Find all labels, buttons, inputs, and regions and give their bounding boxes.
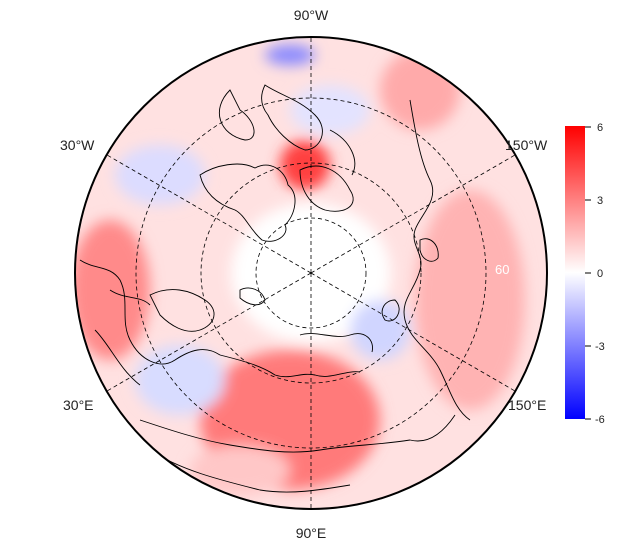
- anomaly-field: [75, 37, 547, 509]
- colorbar-tick-3: 3: [597, 195, 603, 207]
- lon-label-90w: 90°W: [294, 7, 329, 23]
- colorbar-gradient: [565, 126, 585, 419]
- lon-label-150e: 150°E: [508, 397, 546, 413]
- colorbar-tick-neg6: -6: [595, 414, 605, 426]
- colorbar-tick-6: 6: [597, 122, 603, 134]
- lon-label-90e: 90°E: [296, 525, 327, 541]
- colorbar-tick-neg3: -3: [595, 341, 605, 353]
- latitude-label-60: 60: [495, 262, 509, 277]
- coastlines: [79, 84, 471, 493]
- lon-label-30e: 30°E: [63, 397, 94, 413]
- colorbar: 6 3 0 -3 -6: [565, 122, 605, 426]
- lon-label-150w: 150°W: [505, 137, 548, 153]
- colorbar-tick-0: 0: [597, 268, 603, 280]
- map-border: [74, 36, 548, 510]
- lon-label-30w: 30°W: [60, 137, 95, 153]
- graticule: [106, 37, 516, 509]
